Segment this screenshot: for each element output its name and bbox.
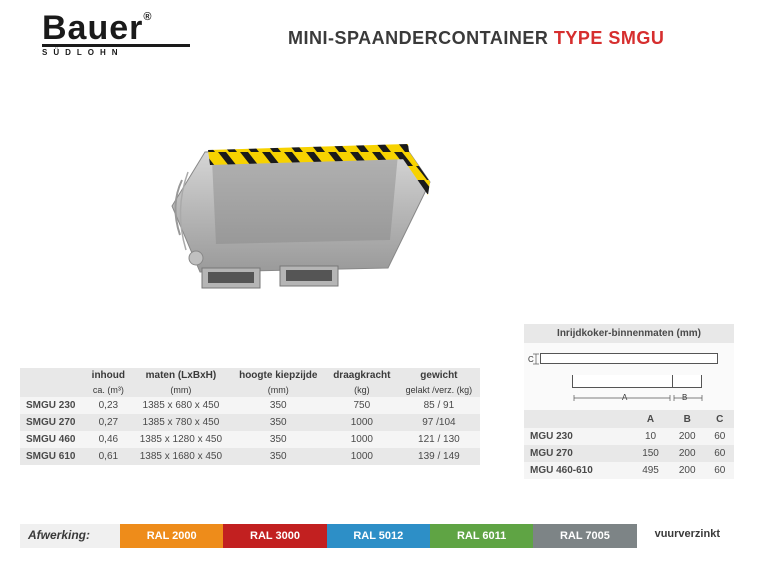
finish-label: Afwerking: — [20, 524, 120, 548]
table-header-row: inhoud maten (LxBxH) hoogte kiepzijde dr… — [20, 368, 480, 383]
cell-b: 200 — [669, 445, 706, 462]
cell-gewicht: 97 /104 — [398, 414, 480, 431]
sub-maten: (mm) — [131, 383, 231, 397]
cell-model: MGU 270 — [524, 445, 632, 462]
cell-model: MGU 230 — [524, 428, 632, 445]
col-inhoud: inhoud — [86, 368, 132, 383]
cell-hoogte: 350 — [231, 397, 326, 414]
cell-inhoud: 0,23 — [86, 397, 132, 414]
cell-inhoud: 0,46 — [86, 431, 132, 448]
sub-draag: (kg) — [326, 383, 398, 397]
cell-a: 495 — [632, 462, 669, 479]
inrij-col-b: B — [669, 411, 706, 428]
cell-gewicht: 121 / 130 — [398, 431, 480, 448]
logo-subtext: SÜDLOHN — [42, 48, 190, 57]
page-title: MINI-SPAANDERCONTAINER TYPE SMGU — [288, 28, 664, 49]
cell-inhoud: 0,61 — [86, 448, 132, 465]
cell-draag: 1000 — [326, 431, 398, 448]
col-draag: draagkracht — [326, 368, 398, 383]
cell-maten: 1385 x 780 x 450 — [131, 414, 231, 431]
inrij-diagram: C A B — [524, 343, 734, 411]
cell-maten: 1385 x 1680 x 450 — [131, 448, 231, 465]
cell-a: 10 — [632, 428, 669, 445]
finish-swatch: RAL 2000 — [120, 524, 223, 548]
spec-table: inhoud maten (LxBxH) hoogte kiepzijde dr… — [20, 368, 480, 465]
finish-row: Afwerking: RAL 2000RAL 3000RAL 5012RAL 6… — [20, 524, 738, 548]
table-row: SMGU 230 0,23 1385 x 680 x 450 350 750 8… — [20, 397, 480, 414]
inrij-title: Inrijdkoker-binnenmaten (mm) — [524, 324, 734, 343]
col-maten: maten (LxBxH) — [131, 368, 231, 383]
title-type: TYPE SMGU — [554, 28, 665, 48]
brand-logo: Bauer® SÜDLOHN — [42, 14, 190, 57]
logo-text: Bauer® — [42, 14, 190, 43]
sub-inhoud: ca. (m³) — [86, 383, 132, 397]
finish-swatch: RAL 6011 — [430, 524, 533, 548]
cell-gewicht: 139 / 149 — [398, 448, 480, 465]
cell-model: SMGU 270 — [20, 414, 86, 431]
cell-maten: 1385 x 680 x 450 — [131, 397, 231, 414]
cell-model: MGU 460-610 — [524, 462, 632, 479]
finish-swatch: RAL 3000 — [223, 524, 326, 548]
cell-c: 60 — [706, 445, 734, 462]
table-row: MGU 270 150 200 60 — [524, 445, 734, 462]
cell-a: 150 — [632, 445, 669, 462]
finish-swatch: RAL 5012 — [327, 524, 430, 548]
table-row: SMGU 610 0,61 1385 x 1680 x 450 350 1000… — [20, 448, 480, 465]
table-row: SMGU 270 0,27 1385 x 780 x 450 350 1000 … — [20, 414, 480, 431]
sub-gewicht: gelakt /verz. (kg) — [398, 383, 480, 397]
finish-last: vuurverzinkt — [637, 524, 738, 548]
cell-gewicht: 85 / 91 — [398, 397, 480, 414]
table-row: MGU 230 10 200 60 — [524, 428, 734, 445]
inrij-section: Inrijdkoker-binnenmaten (mm) C A B A B C… — [524, 324, 734, 479]
cell-b: 200 — [669, 462, 706, 479]
inrij-col-c: C — [706, 411, 734, 428]
cell-inhoud: 0,27 — [86, 414, 132, 431]
cell-hoogte: 350 — [231, 448, 326, 465]
col-gewicht: gewicht — [398, 368, 480, 383]
table-subheader-row: ca. (m³) (mm) (mm) (kg) gelakt /verz. (k… — [20, 383, 480, 397]
sub-hoogte: (mm) — [231, 383, 326, 397]
cell-hoogte: 350 — [231, 431, 326, 448]
cell-draag: 750 — [326, 397, 398, 414]
table-row: SMGU 460 0,46 1385 x 1280 x 450 350 1000… — [20, 431, 480, 448]
cell-model: SMGU 460 — [20, 431, 86, 448]
cell-hoogte: 350 — [231, 414, 326, 431]
cell-c: 60 — [706, 428, 734, 445]
col-hoogte: hoogte kiepzijde — [231, 368, 326, 383]
cell-maten: 1385 x 1280 x 450 — [131, 431, 231, 448]
cell-c: 60 — [706, 462, 734, 479]
table-row: MGU 460-610 495 200 60 — [524, 462, 734, 479]
title-prefix: MINI-SPAANDERCONTAINER — [288, 28, 554, 48]
cell-draag: 1000 — [326, 448, 398, 465]
finish-swatch: RAL 7005 — [533, 524, 636, 548]
product-image — [130, 110, 450, 300]
cell-model: SMGU 230 — [20, 397, 86, 414]
registered-icon: ® — [143, 11, 152, 23]
inrij-col-a: A — [632, 411, 669, 428]
cell-b: 200 — [669, 428, 706, 445]
inrij-header-row: A B C — [524, 411, 734, 428]
cell-draag: 1000 — [326, 414, 398, 431]
cell-model: SMGU 610 — [20, 448, 86, 465]
